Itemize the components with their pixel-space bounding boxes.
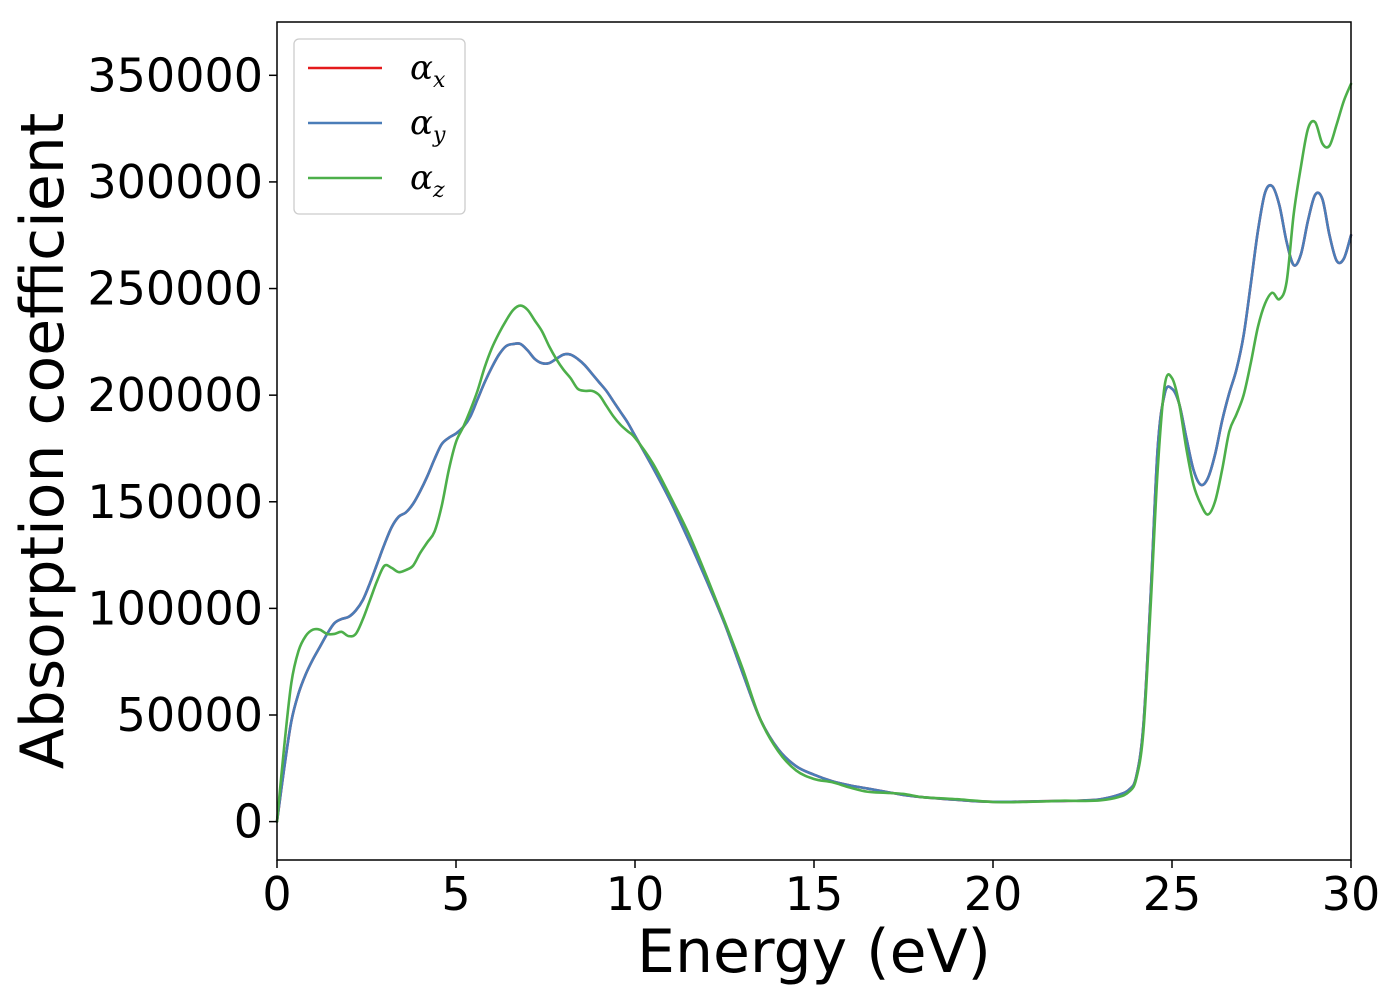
legend-box [293,38,466,215]
x-tick-label: 25 [1143,867,1202,921]
legend-label-x: αx [410,48,446,93]
y-tick-label: 250000 [87,262,263,316]
y-tick-label: 350000 [87,48,263,102]
y-tick-label: 100000 [87,581,263,635]
x-tick-label: 5 [441,867,470,921]
y-tick-label: 200000 [87,368,263,422]
series-line-z [275,82,1353,823]
legend-label-z: αz [410,158,445,203]
x-tick-label: 0 [262,867,291,921]
x-axis-ticks: 0 5 10 15 20 25 30 [262,860,1380,921]
x-axis-title: Energy (eV) [637,917,991,987]
x-tick-label: 30 [1322,867,1381,921]
y-axis-title: Absorption coefficient [8,113,78,770]
series-line-x [275,183,1353,823]
x-tick-label: 15 [785,867,844,921]
y-axis-ticks: 0 50000 100000 150000 200000 250000 300000 3500… [87,48,277,849]
legend-label-y: αy [410,103,446,148]
x-tick-label: 10 [606,867,665,921]
y-tick-label: 150000 [87,475,263,529]
series-layer [275,82,1353,823]
x-tick-label: 20 [964,867,1023,921]
legend: αx αy αz [293,38,466,215]
y-tick-label: 50000 [117,688,263,742]
y-tick-label: 0 [234,795,263,849]
series-line-y [275,183,1353,823]
y-tick-label: 300000 [87,155,263,209]
